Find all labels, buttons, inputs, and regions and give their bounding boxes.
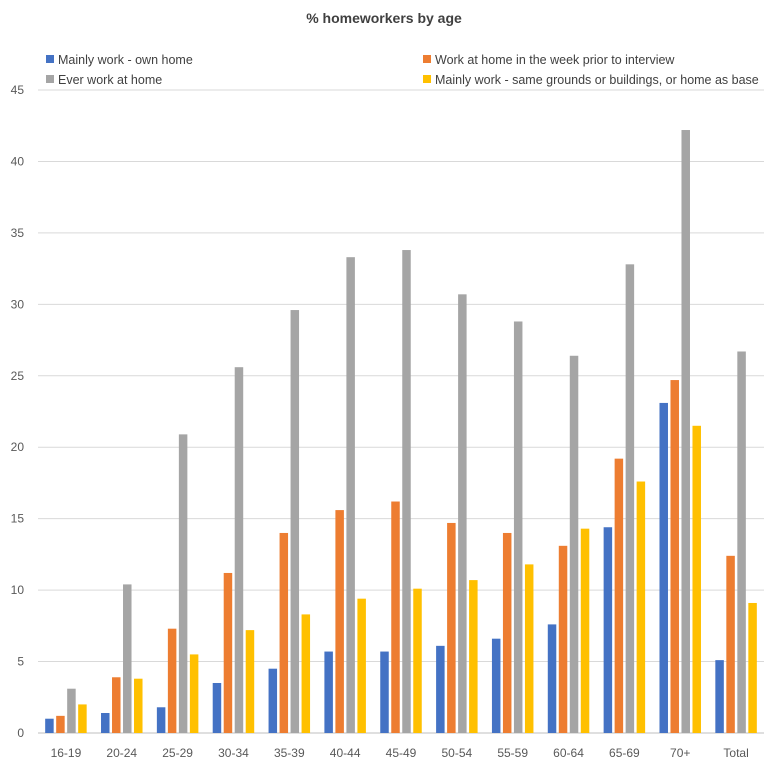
bar-series1-20-24 [112, 677, 121, 733]
bar-series1-45-49 [391, 501, 400, 733]
x-tick-label: 45-49 [386, 746, 417, 760]
bar-series2-65-69 [625, 264, 635, 733]
bar-series1-60-64 [558, 545, 568, 733]
bar-series3-45-49 [413, 588, 422, 733]
bar-series0-30-34 [212, 682, 222, 733]
x-tick-label: 50-54 [441, 746, 472, 760]
bar-series0-70+ [659, 402, 668, 733]
bar-series0-45-49 [380, 651, 389, 733]
y-tick-label: 35 [11, 226, 25, 240]
gridlines [38, 89, 764, 734]
bar-series1-Total [726, 555, 735, 733]
bar-series0-25-29 [156, 707, 166, 733]
bar-series2-45-49 [402, 250, 411, 734]
legend-label-mainly-work-own-home: Mainly work - own home [58, 53, 193, 67]
bar-series3-60-64 [580, 528, 590, 733]
x-tick-label: 20-24 [106, 746, 137, 760]
bar-series2-35-39 [290, 310, 300, 733]
bar-series1-70+ [670, 380, 679, 733]
bar-series0-40-44 [324, 651, 333, 733]
y-tick-label: 15 [11, 512, 25, 526]
y-axis-labels: 0 5 10 15 20 25 30 35 40 45 [11, 83, 25, 740]
bar-series1-16-19 [56, 715, 65, 733]
x-tick-label: 60-64 [553, 746, 584, 760]
legend-label-mainly-work-same-grounds: Mainly work - same grounds or buildings,… [435, 73, 759, 87]
legend-label-work-at-home-week-prior: Work at home in the week prior to interv… [435, 53, 675, 67]
y-tick-label: 30 [11, 297, 25, 311]
bar-series2-20-24 [123, 584, 132, 733]
chart-title: % homeworkers by age [306, 10, 462, 26]
bar-series3-50-54 [469, 580, 478, 733]
y-tick-label: 45 [11, 83, 25, 97]
bar-series1-55-59 [502, 532, 512, 733]
legend-swatch-mainly-work-same-grounds [423, 75, 431, 83]
bar-series0-50-54 [436, 645, 445, 733]
x-tick-label: 55-59 [497, 746, 528, 760]
bar-series2-25-29 [178, 434, 188, 733]
bar-series3-20-24 [134, 678, 143, 733]
bar-series0-60-64 [547, 624, 557, 733]
legend: Mainly work - own home Work at home in t… [46, 53, 759, 87]
x-axis-labels: 16-19 20-24 25-29 30-34 35-39 40-44 45-49 50-54… [51, 746, 749, 760]
bars [45, 130, 757, 734]
bar-series1-40-44 [335, 510, 344, 733]
legend-swatch-ever-work-at-home [46, 75, 54, 83]
x-tick-label: 30-34 [218, 746, 249, 760]
legend-swatch-work-at-home-week-prior [423, 55, 431, 63]
bar-series3-Total [748, 602, 757, 733]
x-tick-label: 25-29 [162, 746, 193, 760]
x-tick-label: 40-44 [330, 746, 361, 760]
legend-swatch-mainly-work-own-home [46, 55, 54, 63]
bar-series3-40-44 [357, 598, 366, 733]
y-tick-label: 25 [11, 369, 25, 383]
x-tick-label: Total [723, 746, 748, 760]
x-tick-label: 35-39 [274, 746, 305, 760]
bar-series3-65-69 [636, 481, 646, 733]
x-tick-label: 70+ [670, 746, 690, 760]
bar-series0-20-24 [101, 713, 110, 733]
bar-series1-35-39 [279, 532, 289, 733]
bar-series0-65-69 [603, 527, 613, 733]
bar-series2-50-54 [458, 294, 467, 733]
bar-series2-70+ [681, 130, 690, 733]
bar-series0-55-59 [491, 638, 501, 733]
bar-series0-35-39 [268, 668, 278, 733]
bar-series3-35-39 [301, 614, 311, 733]
bar-series3-30-34 [245, 630, 255, 733]
bar-series0-16-19 [45, 718, 54, 733]
bar-series0-Total [715, 660, 724, 733]
y-tick-label: 0 [17, 726, 24, 740]
bar-series2-60-64 [569, 355, 579, 733]
x-tick-label: 16-19 [51, 746, 82, 760]
x-tick-label: 65-69 [609, 746, 640, 760]
bar-series3-55-59 [524, 564, 534, 733]
bar-series1-65-69 [614, 458, 624, 733]
bar-series2-30-34 [234, 367, 244, 733]
bar-series2-16-19 [67, 688, 76, 733]
y-tick-label: 40 [11, 154, 25, 168]
bar-series1-25-29 [167, 628, 177, 733]
y-tick-label: 10 [11, 583, 25, 597]
y-tick-label: 20 [11, 440, 25, 454]
bar-series2-40-44 [346, 257, 355, 733]
bar-series1-30-34 [223, 572, 233, 733]
bar-series1-50-54 [447, 522, 456, 733]
bar-series2-Total [737, 351, 746, 733]
bar-series3-70+ [692, 425, 701, 733]
legend-label-ever-work-at-home: Ever work at home [58, 73, 162, 87]
bar-series3-25-29 [189, 654, 199, 733]
bar-series3-16-19 [78, 704, 87, 733]
bar-series2-55-59 [513, 321, 523, 733]
y-tick-label: 5 [17, 655, 24, 669]
